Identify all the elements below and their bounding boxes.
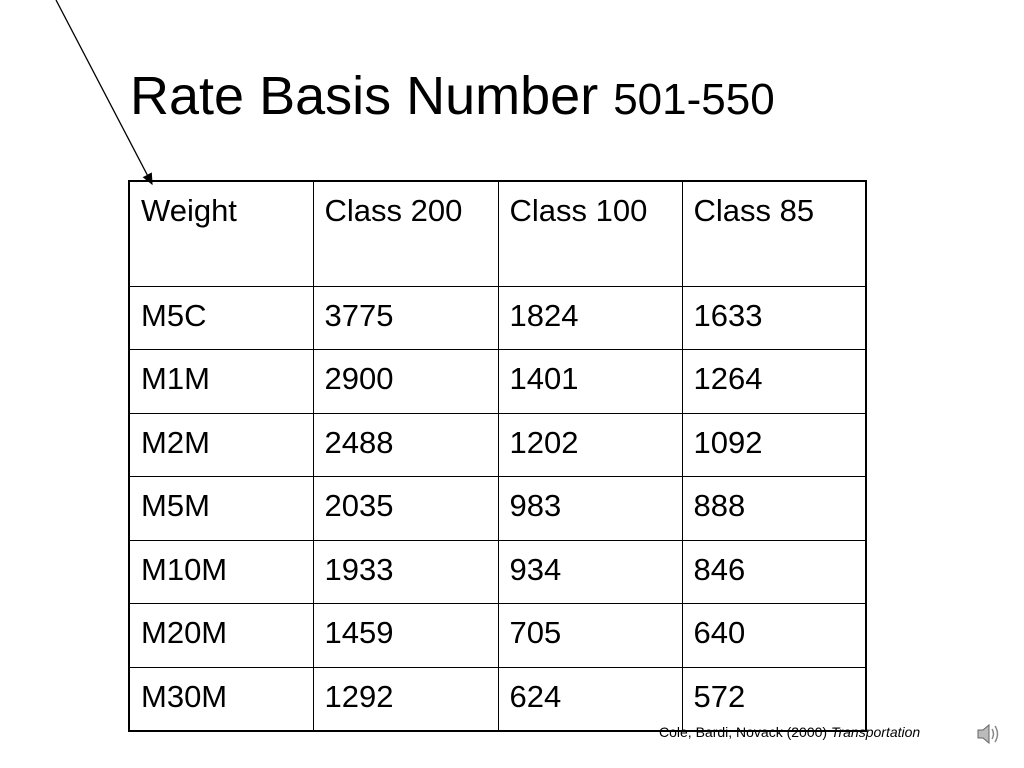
title-range: 501-550 bbox=[613, 75, 775, 124]
weight-cell: M5M bbox=[128, 476, 314, 541]
table-row: M1M 2900 1401 1264 bbox=[128, 349, 867, 414]
weight-cell: M10M bbox=[128, 539, 314, 604]
weight-cell: M20M bbox=[128, 603, 314, 668]
pointer-arrow bbox=[55, 0, 153, 186]
rate-cell: 1459 bbox=[312, 603, 499, 668]
rate-cell: 2035 bbox=[312, 476, 499, 541]
rate-cell: 705 bbox=[497, 603, 683, 668]
weight-cell: M5C bbox=[128, 285, 314, 350]
rate-cell: 1264 bbox=[681, 349, 867, 414]
rate-cell: 1401 bbox=[497, 349, 683, 414]
title-main: Rate Basis Number bbox=[130, 66, 599, 126]
rate-cell: 934 bbox=[497, 539, 683, 604]
table-row: M5C 3775 1824 1633 bbox=[128, 285, 867, 350]
rate-cell: 640 bbox=[681, 603, 867, 668]
header-cell: Class 200 bbox=[312, 180, 499, 287]
rate-cell: 1824 bbox=[497, 285, 683, 350]
weight-cell: M1M bbox=[128, 349, 314, 414]
table-row: M2M 2488 1202 1092 bbox=[128, 412, 867, 477]
rate-table: Weight Class 200 Class 100 Class 85 M5C 3775 1… bbox=[128, 180, 867, 732]
rate-cell: 1202 bbox=[497, 412, 683, 477]
speaker-icon[interactable] bbox=[977, 723, 999, 745]
header-cell: Class 100 bbox=[497, 180, 683, 287]
rate-cell: 1092 bbox=[681, 412, 867, 477]
table-row: M5M 2035 983 888 bbox=[128, 476, 867, 541]
citation-work: Transportation bbox=[830, 724, 921, 740]
table-row: M20M 1459 705 640 bbox=[128, 603, 867, 668]
rate-cell: 888 bbox=[681, 476, 867, 541]
rate-cell: 3775 bbox=[312, 285, 499, 350]
rate-cell: 1633 bbox=[681, 285, 867, 350]
rate-cell: 2488 bbox=[312, 412, 499, 477]
rate-cell: 983 bbox=[497, 476, 683, 541]
rate-cell: 846 bbox=[681, 539, 867, 604]
rate-cell: 2900 bbox=[312, 349, 499, 414]
weight-cell: M30M bbox=[128, 666, 314, 731]
citation: Cole, Bardi, Novack (2000) Transportatio… bbox=[659, 724, 920, 740]
header-cell: Class 85 bbox=[681, 180, 867, 287]
header-row: Weight Class 200 Class 100 Class 85 bbox=[128, 180, 867, 287]
slide-title: Rate Basis Number 501-550 bbox=[130, 64, 775, 132]
rate-cell: 624 bbox=[497, 666, 683, 731]
table-row: M10M 1933 934 846 bbox=[128, 539, 867, 604]
rate-cell: 572 bbox=[681, 666, 867, 731]
citation-authors: Cole, Bardi, Novack (2000) bbox=[659, 724, 828, 740]
rate-cell: 1292 bbox=[312, 666, 499, 731]
rate-cell: 1933 bbox=[312, 539, 499, 604]
header-cell: Weight bbox=[128, 180, 314, 287]
weight-cell: M2M bbox=[128, 412, 314, 477]
table-row: M30M 1292 624 572 bbox=[128, 666, 867, 731]
